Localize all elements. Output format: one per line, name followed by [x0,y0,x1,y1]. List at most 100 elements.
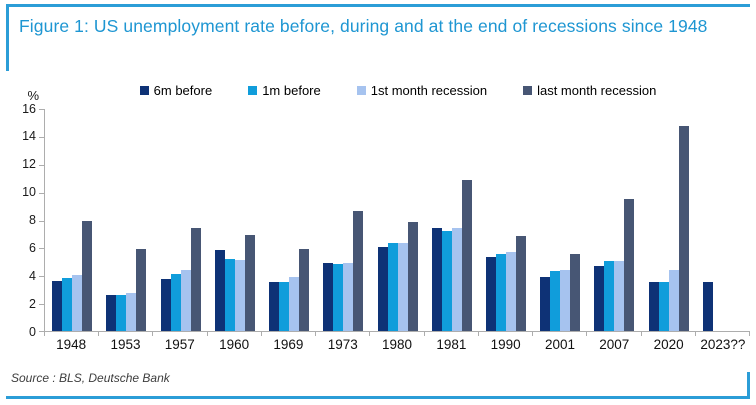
bar-last-month-recession-2007 [624,198,635,331]
bar-group-2023?? [696,109,751,336]
x-tick-label: 1953 [110,337,141,352]
plot-area [44,109,751,336]
bar-6m-before-2001 [540,276,551,331]
legend-label: last month recession [537,82,657,98]
x-axis-tick [98,332,100,336]
y-tick-mark [39,164,44,166]
bar-group-2001 [533,109,588,336]
x-axis-tick [44,332,45,336]
bar-group-1990 [479,109,534,336]
legend-swatch-icon [139,85,149,95]
bar-last-month-recession-1957 [190,227,201,331]
bar-group-1948 [44,109,100,336]
legend-item: 1st month recession [356,82,488,98]
bar-1m-before-2020 [658,282,669,331]
bar-1m-before-2001 [550,271,561,331]
bar-6m-before-1980 [377,247,388,331]
bar-1m-before-1973 [333,264,344,331]
x-axis-tick [694,332,696,336]
bar-6m-before-1981 [431,227,442,331]
bar-last-month-recession-1969 [299,248,310,331]
bar-1m-before-1957 [170,273,181,331]
bar-group-1973 [316,109,371,336]
y-tick-label: 0 [29,324,36,339]
x-tick-label: 2007 [599,337,630,352]
x-tick-label: 1990 [490,337,521,352]
bar-group-1953 [99,109,154,336]
bar-6m-before-1990 [485,257,496,331]
x-tick-label: 2023?? [700,337,746,352]
bar-1m-before-1990 [495,254,506,331]
bar-1m-before-1980 [387,243,398,331]
x-tick-label: 1980 [382,337,413,352]
x-tick-label: 1957 [164,337,195,352]
bar-6m-before-1969 [269,282,280,331]
legend-swatch-icon [248,85,258,95]
bar-6m-before-1957 [160,279,171,331]
bar-1m-before-1969 [279,282,290,331]
bar-1m-before-2007 [604,261,615,331]
bar-1m-before-1981 [441,230,452,331]
bar-1m-before-1953 [116,294,127,331]
legend-label: 1st month recession [370,82,488,98]
bar-group-1960 [208,109,262,336]
bar-group-1969 [262,109,317,336]
bar-1st-month-recession-2020 [668,269,679,331]
x-axis-tick [423,332,425,336]
bar-6m-before-2023 [702,282,713,331]
bar-1st-month-recession-2001 [560,269,571,331]
x-tick-label: 1960 [219,337,250,352]
y-tick-mark [39,248,44,250]
legend-swatch-icon [356,85,366,95]
bar-1st-month-recession-1960 [234,259,245,331]
x-axis-tick [315,332,317,336]
bar-6m-before-2020 [648,282,659,331]
figure-title-box: Figure 1: US unemployment rate before, d… [6,4,750,71]
bar-1st-month-recession-1980 [397,243,408,331]
bar-last-month-recession-2020 [678,126,689,331]
bar-group-2007 [587,109,642,336]
bar-last-month-recession-1948 [82,220,93,331]
y-tick-label: 10 [22,185,36,200]
y-tick-mark [39,136,44,138]
x-tick-label: 1969 [273,337,304,352]
figure-title: Figure 1: US unemployment rate before, d… [19,16,708,36]
bar-group-1981 [425,109,479,336]
bar-1st-month-recession-1948 [72,275,83,331]
bar-last-month-recession-1981 [461,180,472,331]
bar-1m-before-1948 [62,278,73,331]
bar-last-month-recession-1953 [136,248,147,331]
legend-item: 1m before [248,83,321,98]
x-axis-tick [477,332,479,336]
legend-item: last month recession [523,83,656,98]
y-tick-label: 12 [22,157,36,172]
x-axis-labels: 1948 1953 1957 1960 1969 1973 1980 1981 1990 2001… [44,332,750,352]
bar-group-1980 [370,109,425,336]
bottom-border-rule [6,372,750,399]
bar-6m-before-2007 [594,265,605,331]
bar-1st-month-recession-2007 [614,261,625,331]
y-axis-unit-label: % [27,88,39,103]
bar-1st-month-recession-1990 [505,251,516,331]
y-tick-mark [39,276,44,278]
x-axis-tick [640,332,642,336]
x-axis-tick [586,332,588,336]
legend-item: 6m before [139,82,213,98]
x-axis-tick [260,332,262,336]
bar-last-month-recession-1990 [515,236,526,331]
bar-last-month-recession-2001 [570,254,581,331]
x-tick-label: 2020 [653,337,684,352]
figure-footer: Source : BLS, Deutsche Bank [6,367,750,399]
bar-1st-month-recession-1973 [343,262,354,331]
y-tick-label: 4 [29,268,36,283]
legend-label: 6m before [153,82,213,98]
y-tick-label: 6 [29,240,36,255]
legend-swatch-icon [523,85,533,95]
bar-6m-before-1953 [106,294,117,331]
bar-1st-month-recession-1957 [180,269,191,331]
bar-last-month-recession-1980 [407,222,418,331]
bar-6m-before-1960 [214,250,225,331]
y-tick-label: 16 [22,101,36,116]
